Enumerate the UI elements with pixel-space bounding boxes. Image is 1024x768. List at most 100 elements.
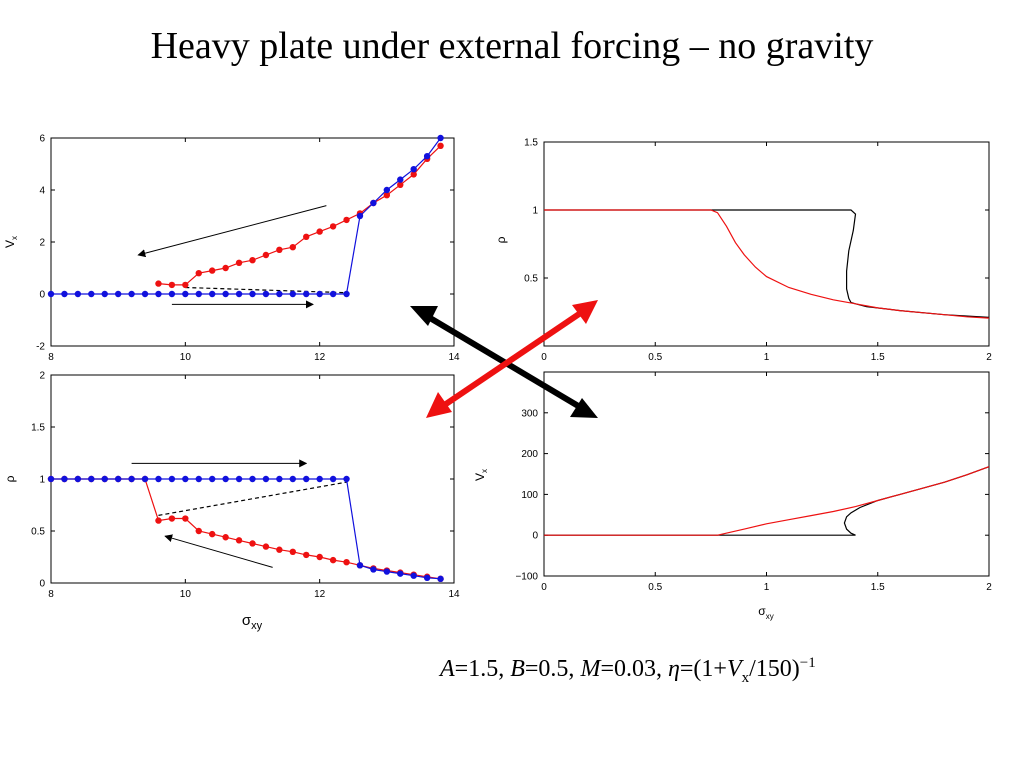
- data-point-red: [209, 267, 216, 274]
- data-point-blue: [370, 199, 377, 207]
- y-tick-label: 2: [39, 238, 45, 249]
- data-point-blue: [276, 290, 283, 298]
- series-line-red: [158, 145, 442, 286]
- data-point-blue: [222, 475, 229, 483]
- data-point-red: [276, 546, 283, 553]
- y-tick-label: 200: [521, 449, 538, 460]
- data-point-blue: [114, 290, 122, 298]
- data-point-red: [222, 534, 229, 541]
- x-tick-label: 1.5: [871, 352, 885, 363]
- x-tick-label: 0: [541, 582, 547, 593]
- data-point-blue: [423, 574, 431, 581]
- y-tick-label: 1.5: [524, 138, 538, 149]
- data-point-blue: [356, 562, 364, 569]
- formula-A-value: =1.5,: [454, 656, 505, 682]
- series-line-red: [544, 209, 990, 319]
- data-point-red: [155, 517, 162, 524]
- y-tick-label: 100: [521, 490, 538, 501]
- y-tick-label: 4: [39, 186, 45, 197]
- formula-M-value: =0.03,: [600, 656, 662, 682]
- y-tick-label: −100: [515, 572, 538, 583]
- data-point-red: [249, 257, 256, 264]
- black-arrowhead-right: [570, 398, 598, 418]
- data-point-blue: [437, 575, 444, 583]
- x-tick-label: 0: [541, 352, 547, 363]
- dashed-connector: [158, 481, 347, 516]
- y-tick-label: 0: [532, 531, 538, 542]
- data-point-blue: [410, 572, 417, 579]
- data-point-red: [235, 537, 243, 544]
- data-point-blue: [88, 475, 95, 483]
- cross-arrows: [410, 300, 598, 418]
- data-point-blue: [289, 290, 296, 298]
- data-point-red: [289, 548, 296, 555]
- y-tick-label: 0: [39, 579, 45, 590]
- data-point-red: [168, 515, 176, 522]
- data-point-blue: [61, 290, 68, 298]
- black-arrowhead-left: [410, 306, 438, 326]
- data-point-red: [316, 228, 323, 235]
- data-point-blue: [155, 475, 162, 483]
- data-point-blue: [168, 290, 176, 298]
- y-tick-label: 6: [39, 134, 45, 145]
- plot-frame: [543, 141, 990, 347]
- chart-top-left: 8 10 12 14 -2 0 2 4 6 Vx: [3, 134, 460, 364]
- data-point-blue: [141, 290, 149, 298]
- x-tick-label: 8: [48, 589, 54, 600]
- x-tick-label: 12: [314, 352, 326, 363]
- data-point-blue: [114, 475, 122, 483]
- data-point-blue: [128, 290, 135, 298]
- data-point-red: [383, 192, 391, 199]
- data-point-blue: [276, 475, 283, 483]
- formula-A: A: [440, 656, 455, 682]
- data-point-blue: [249, 290, 256, 298]
- data-point-red: [397, 181, 404, 188]
- data-point-red: [195, 527, 202, 535]
- data-point-blue: [74, 475, 82, 483]
- data-point-blue: [397, 570, 404, 577]
- data-point-blue: [343, 475, 350, 483]
- data-point-blue: [329, 475, 337, 483]
- data-point-blue: [61, 475, 68, 483]
- x-tick-label: 1.5: [871, 582, 885, 593]
- data-point-blue: [182, 475, 189, 483]
- formula-eta-value: =(1+: [679, 656, 727, 682]
- data-point-blue: [356, 212, 364, 220]
- x-axis-label: σxy: [758, 604, 773, 621]
- data-point-red: [329, 223, 337, 230]
- data-point-blue: [101, 290, 108, 298]
- series-line-red: [544, 466, 990, 536]
- data-point-blue: [182, 290, 189, 298]
- y-tick-label: 1: [532, 206, 538, 217]
- data-point-red: [289, 244, 296, 251]
- data-point-red: [262, 251, 270, 259]
- data-point-red: [209, 530, 216, 538]
- x-tick-label: 2: [986, 582, 992, 593]
- y-tick-label: 0.5: [31, 527, 45, 538]
- series-line-blue: [51, 137, 442, 295]
- formula-B: B: [510, 656, 525, 682]
- data-point-red: [437, 142, 444, 149]
- x-tick-label: 12: [314, 589, 326, 600]
- data-point-blue: [383, 186, 391, 194]
- y-tick-label: -2: [36, 342, 45, 353]
- x-tick-label: 10: [180, 589, 192, 600]
- data-point-blue: [437, 134, 444, 142]
- y-axis-label: ρ: [494, 236, 508, 243]
- data-point-blue: [303, 290, 310, 298]
- data-point-blue: [235, 290, 243, 298]
- data-point-blue: [155, 290, 162, 298]
- x-tick-label: 14: [448, 589, 460, 600]
- data-point-blue: [141, 475, 149, 483]
- formula-tail: /150): [749, 656, 800, 682]
- red-arrowhead-right: [572, 300, 598, 324]
- formula-eta: η: [667, 656, 680, 682]
- data-point-blue: [195, 290, 202, 298]
- data-point-blue: [316, 290, 323, 298]
- formula-B-value: =0.5,: [524, 656, 575, 682]
- data-point-blue: [128, 475, 135, 483]
- data-point-red: [262, 543, 270, 550]
- y-tick-label: 1.5: [31, 423, 45, 434]
- data-point-blue: [370, 566, 377, 573]
